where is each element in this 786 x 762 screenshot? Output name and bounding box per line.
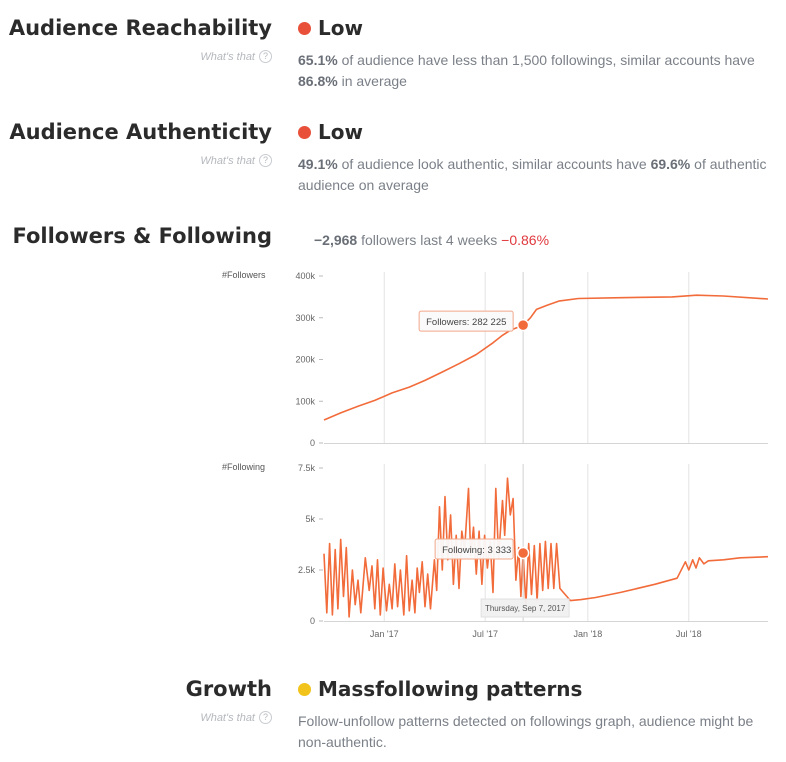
question-icon[interactable]: ? [259,711,272,724]
authenticity-whats-that[interactable]: What's that ? [200,154,272,167]
authenticity-text-1: of audience look authentic, similar acco… [337,156,651,172]
authenticity-section: Audience Authenticity What's that ? Low … [0,120,786,200]
followers-change-value: −2,968 [314,232,358,248]
y-axis-label: #Followers [222,270,266,280]
reachability-title: Audience Reachability [8,16,272,40]
series-line [323,477,769,618]
following-chart[interactable]: #Following 7.5k 5k 2.5k 0 Following: 3 333 Thu… [222,462,769,639]
reachability-text-1: of audience have less than 1,500 followi… [337,52,755,68]
x-tick-label: Jan '17 [370,629,399,639]
tooltip-label: Followers: 282 225 [426,317,506,328]
authenticity-avg: 69.6% [650,156,691,172]
authenticity-status-label: Low [318,120,363,144]
reachability-whats-that[interactable]: What's that ? [200,50,272,63]
y-tick-label: 5k [305,514,315,524]
authenticity-status: Low [298,120,363,144]
whats-that-label[interactable]: What's that [200,154,255,167]
status-dot-icon [298,21,311,35]
tooltip-marker [516,546,530,560]
y-tick-label: 0 [310,438,315,448]
reachability-status-label: Low [318,16,363,40]
y-tick-label: 200k [295,355,315,365]
status-dot-icon [298,682,311,696]
growth-section: Growth What's that ? Massfollowing patte… [0,677,786,757]
growth-title: Growth [185,677,272,701]
y-axis-label: #Following [222,462,265,472]
growth-description: Follow-unfollow patterns detected on fol… [298,713,754,750]
followers-following-section: Followers & Following [0,224,786,254]
y-tick-label: 7.5k [298,463,316,473]
tooltip-box [434,538,514,560]
reachability-pct: 65.1% [298,52,338,68]
x-tick-label: Jan '18 [573,629,602,639]
followers-following-title: Followers & Following [12,224,272,248]
authenticity-text-2: of authentic audience on average [298,156,767,193]
whats-that-label[interactable]: What's that [200,50,255,63]
growth-whats-that[interactable]: What's that ? [200,711,272,724]
y-tick-label: 300k [295,313,315,323]
y-tick-label: 100k [295,396,315,406]
growth-status-label: Massfollowing patterns [318,677,583,701]
tooltip-date-box [480,598,570,618]
x-tick-label: Jul '17 [472,629,498,639]
authenticity-pct: 49.1% [298,156,338,172]
authenticity-description: 49.1% of audience look authentic, simila… [298,154,778,196]
tooltip-marker [516,318,530,332]
y-tick-label: 400k [295,271,315,281]
reachability-status: Low [298,16,363,40]
question-icon[interactable]: ? [259,154,272,167]
whats-that-label[interactable]: What's that [200,711,255,724]
growth-status: Massfollowing patterns [298,677,582,701]
reachability-description: 65.1% of audience have less than 1,500 f… [298,50,778,92]
followers-following-charts[interactable]: #Followers 400k 300k 200k 100k 0 Followers: 28… [0,258,786,678]
followers-chart[interactable]: #Followers 400k 300k 200k 100k 0 Followers: 28… [222,270,769,448]
followers-change-pct: −0.86% [501,232,550,248]
x-tick-label: Jul '18 [676,629,702,639]
reachability-avg: 86.8% [298,73,338,89]
followers-change-text: followers last 4 weeks [357,232,502,248]
tooltip-date-label: Thursday, Sep 7, 2017 [485,604,566,613]
reachability-text-2: in average [337,73,407,89]
y-tick-label: 0 [310,616,315,626]
question-icon[interactable]: ? [259,50,272,63]
series-line [323,294,769,421]
followers-change-summary: −2,968 followers last 4 weeks −0.86% [314,232,549,248]
authenticity-title: Audience Authenticity [9,120,272,144]
status-dot-icon [298,125,311,139]
tooltip-box [418,310,514,332]
tooltip-label: Following: 3 333 [442,545,511,556]
y-tick-label: 2.5k [298,565,316,575]
reachability-section: Audience Reachability What's that ? Low … [0,16,786,96]
